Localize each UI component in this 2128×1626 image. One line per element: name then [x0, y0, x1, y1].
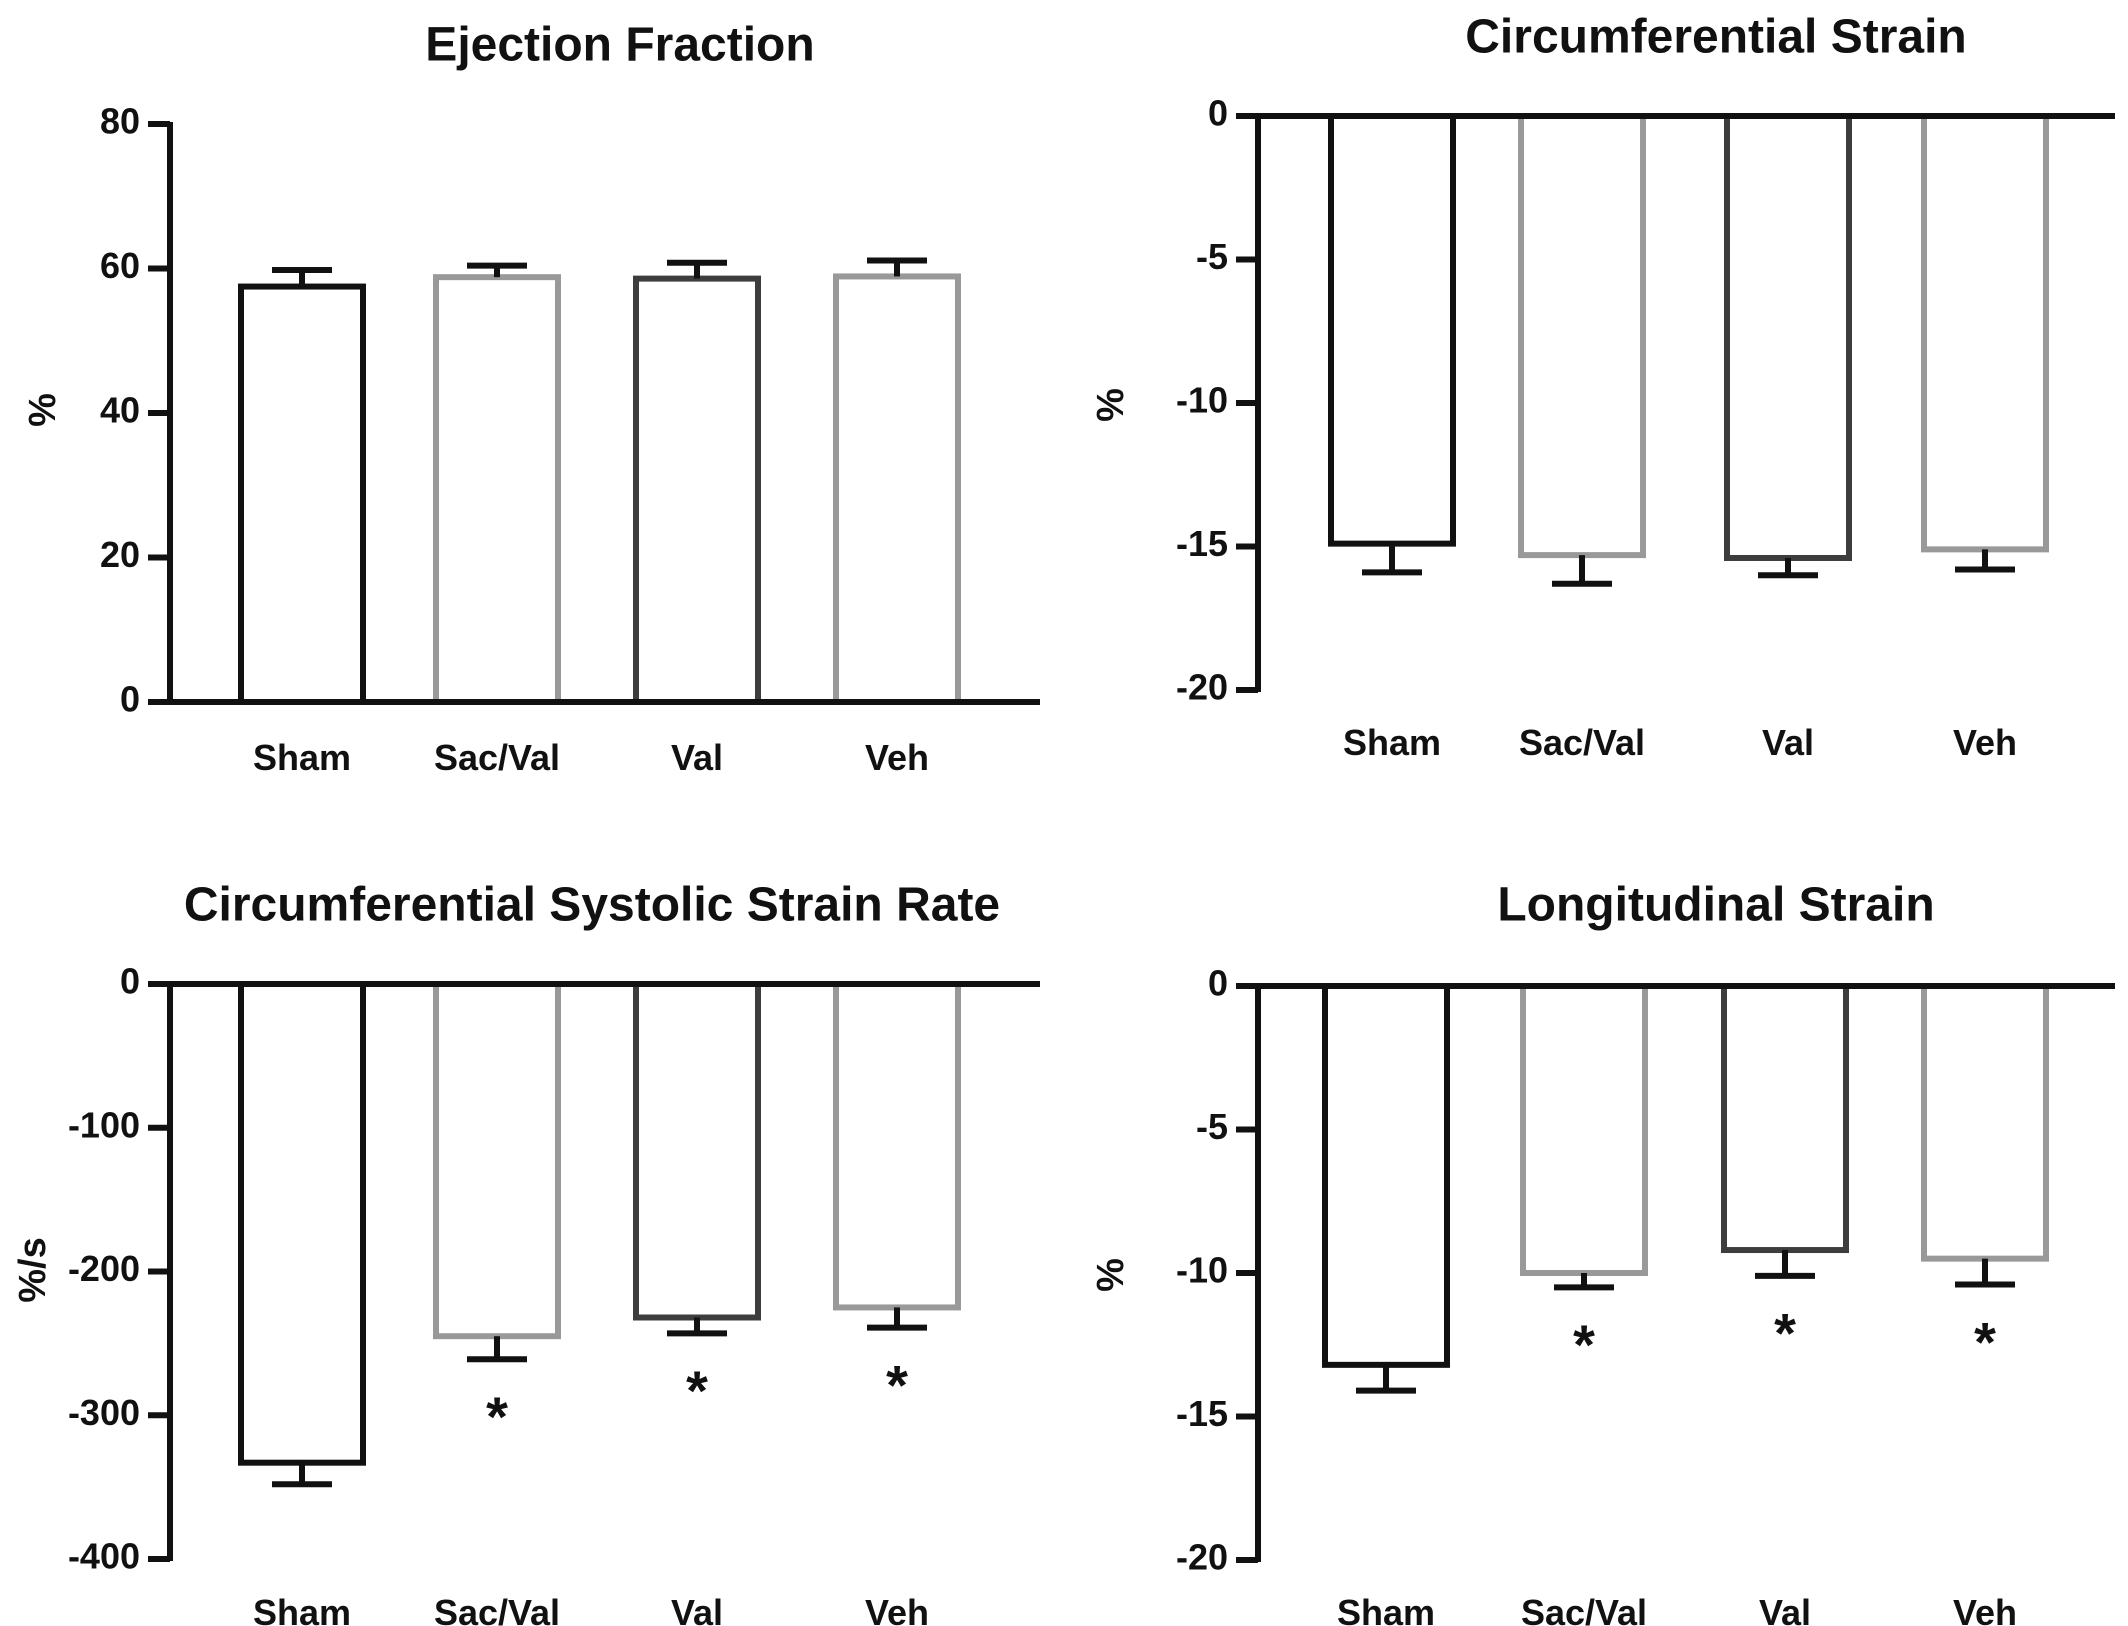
y-tick-label: -10 — [1176, 1250, 1228, 1291]
y-tick-label: -20 — [1176, 1537, 1228, 1578]
chart-title: Ejection Fraction — [425, 19, 814, 72]
bar-veh — [833, 273, 961, 705]
y-axis-label: % — [1090, 388, 1132, 422]
significance-marker: * — [886, 1353, 908, 1416]
chart-panel-1: Ejection Fraction% 0 20 40 60 80 Sham Sac/Val Va… — [22, 19, 1040, 778]
x-tick-label: Veh — [865, 1592, 929, 1626]
chart-title: Circumferential Strain — [1465, 11, 1966, 64]
y-tick-label: -100 — [68, 1104, 140, 1145]
bar-val — [633, 981, 761, 1321]
y-tick-label: 60 — [100, 245, 140, 286]
bar-veh — [1921, 113, 2049, 553]
bar-sham — [238, 283, 366, 705]
chart-title: Circumferential Systolic Strain Rate — [184, 879, 1000, 932]
significance-marker: * — [1974, 1310, 1996, 1373]
y-tick-label: 20 — [100, 534, 140, 575]
bar-val — [1724, 113, 1852, 561]
y-tick-label: -400 — [68, 1536, 140, 1577]
x-tick-label: Sham — [253, 1592, 351, 1626]
significance-marker: * — [1573, 1313, 1595, 1376]
y-tick-label: 0 — [120, 961, 140, 1002]
bar-veh — [833, 981, 961, 1311]
y-tick-label: 80 — [100, 101, 140, 142]
x-tick-label: Sac/Val — [434, 737, 560, 778]
chart-panel-4: Longitudinal Strain% 0 -5 -10 -15 -20 Sham * Sac… — [1090, 879, 2115, 1626]
bar-sham — [1328, 113, 1456, 547]
y-tick-label: -10 — [1176, 380, 1228, 421]
y-tick-label: 40 — [100, 390, 140, 431]
bar-veh — [1921, 983, 2049, 1262]
chart-panel-2: Circumferential Strain% 0 -5 -10 -15 -20 Sham S… — [1090, 11, 2115, 763]
y-tick-label: -200 — [68, 1248, 140, 1289]
x-tick-label: Val — [671, 737, 723, 778]
bar-sham — [238, 981, 366, 1466]
x-tick-label: Sham — [253, 737, 351, 778]
x-tick-label: Veh — [865, 737, 929, 778]
chart-panel-3: Circumferential Systolic Strain Rate %/s 0… — [12, 879, 1040, 1626]
y-axis-label: % — [22, 393, 64, 427]
bar-sham — [1322, 983, 1450, 1368]
y-axis-label: %/s — [12, 1237, 54, 1302]
x-tick-label: Val — [1759, 1592, 1811, 1626]
y-tick-label: -20 — [1176, 667, 1228, 708]
x-tick-label: Sac/Val — [1521, 1592, 1647, 1626]
y-tick-label: 0 — [1208, 963, 1228, 1004]
chart-title: Longitudinal Strain — [1497, 879, 1934, 932]
y-tick-label: 0 — [120, 679, 140, 720]
bar-sac-val — [433, 981, 561, 1340]
x-tick-label: Val — [1762, 722, 1814, 763]
x-tick-label: Val — [671, 1592, 723, 1626]
x-tick-label: Veh — [1953, 1592, 2017, 1626]
significance-marker: * — [686, 1359, 708, 1422]
x-tick-label: Sac/Val — [434, 1592, 560, 1626]
bar-sac-val — [433, 274, 561, 705]
y-tick-label: -300 — [68, 1392, 140, 1433]
x-tick-label: Sham — [1337, 1592, 1435, 1626]
y-axis-label: % — [1090, 1258, 1132, 1292]
y-tick-label: -5 — [1196, 236, 1228, 277]
y-tick-label: -5 — [1196, 1106, 1228, 1147]
bar-val — [1721, 983, 1849, 1254]
bar-val — [633, 275, 761, 705]
y-tick-label: -15 — [1176, 523, 1228, 564]
bar-sac-val — [1518, 113, 1646, 559]
x-tick-label: Veh — [1953, 722, 2017, 763]
x-tick-label: Sac/Val — [1519, 722, 1645, 763]
y-tick-label: 0 — [1208, 93, 1228, 134]
significance-marker: * — [486, 1385, 508, 1448]
x-tick-label: Sham — [1343, 722, 1441, 763]
y-tick-label: -15 — [1176, 1393, 1228, 1434]
significance-marker: * — [1774, 1302, 1796, 1365]
bar-sac-val — [1520, 983, 1648, 1276]
